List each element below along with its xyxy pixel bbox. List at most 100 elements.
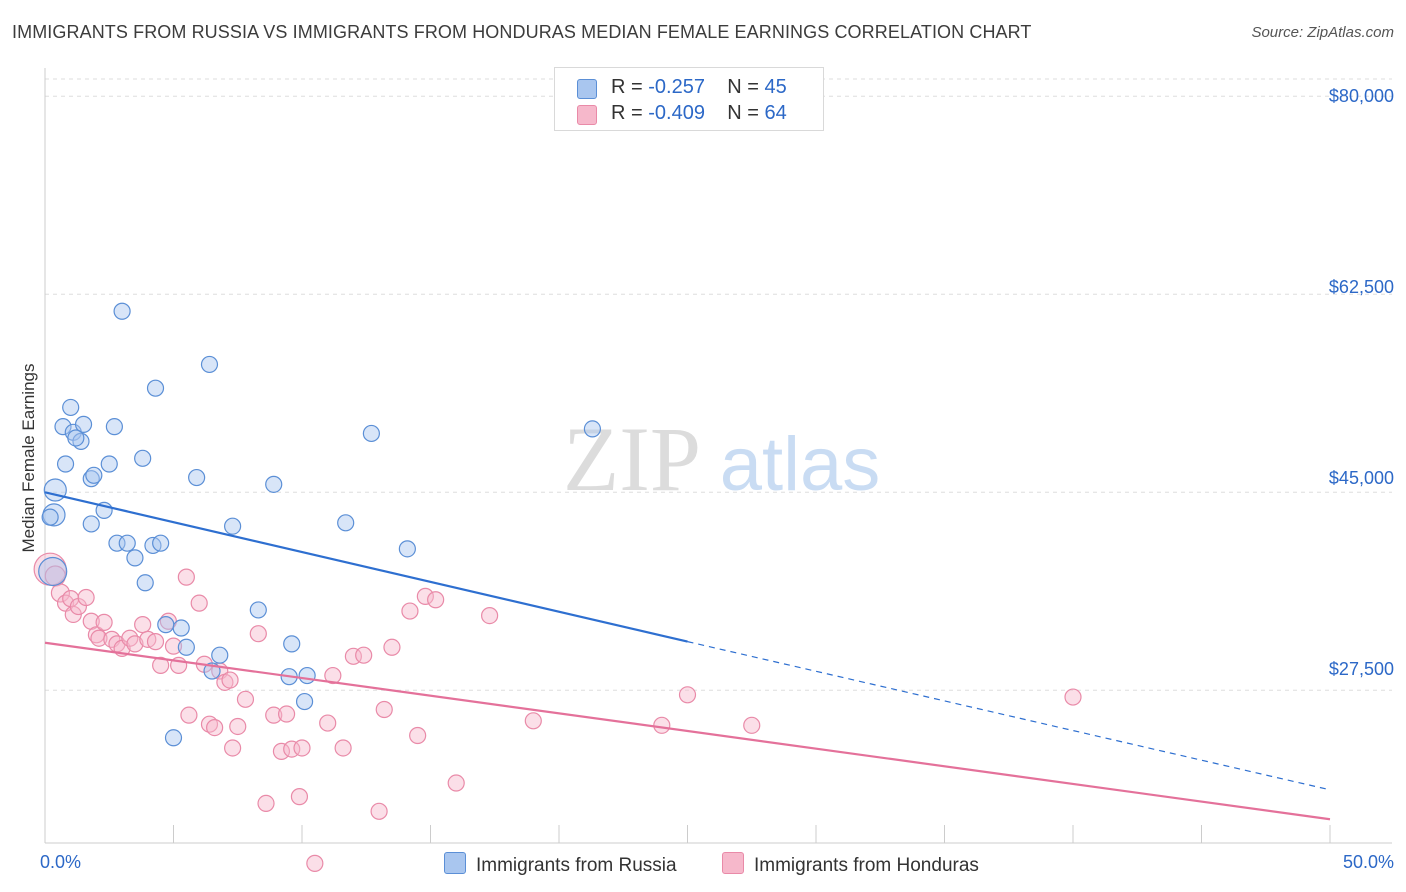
russia-point-1	[43, 478, 67, 502]
russia-point-17	[118, 534, 136, 552]
watermark-atlas: atlas	[720, 422, 881, 507]
honduras-point-51	[375, 700, 393, 719]
russia-point-11	[82, 515, 100, 533]
y-tick-label-27500: $27,500	[1328, 659, 1394, 679]
watermark-zip: ZIP	[563, 408, 701, 510]
honduras-point-40	[277, 705, 296, 723]
russia-point-20	[136, 574, 154, 592]
russia-point-32	[224, 517, 242, 535]
honduras-point-36	[249, 625, 267, 643]
honduras-point-62	[743, 716, 761, 734]
russia-r-value: -0.257	[648, 76, 705, 98]
honduras-point-2	[50, 583, 71, 603]
honduras-point-45	[319, 714, 337, 732]
russia-point-29	[200, 355, 219, 374]
legend-item-russia: Immigrants from Russia	[444, 852, 677, 877]
honduras-point-54	[409, 726, 427, 745]
russia-trend-extension	[687, 641, 1331, 791]
honduras-point-57	[447, 774, 465, 792]
russia-point-7	[74, 415, 93, 433]
russia-point-18	[126, 549, 144, 567]
russia-point-38	[298, 666, 316, 685]
honduras-trend-line	[44, 641, 1331, 821]
russia-point-26	[172, 619, 190, 637]
russia-point-4	[62, 398, 80, 417]
russia-point-25	[164, 729, 183, 747]
honduras-point-61	[678, 686, 697, 704]
russia-point-0	[38, 556, 68, 587]
honduras-point-25	[180, 706, 198, 724]
russia-legend-label: Immigrants from Russia	[476, 855, 677, 876]
honduras-n-label: N =	[727, 102, 759, 124]
watermark: ZIP atlas	[563, 408, 880, 510]
honduras-legend-label: Immigrants from Honduras	[754, 855, 979, 876]
honduras-point-43	[293, 739, 311, 757]
trend-lines	[44, 491, 1331, 821]
russia-point-5	[56, 455, 75, 473]
russia-points	[38, 302, 602, 747]
honduras-point-16	[126, 635, 144, 653]
russia-trend-line	[44, 491, 688, 643]
honduras-point-7	[77, 588, 95, 607]
honduras-point-56	[427, 591, 445, 609]
russia-point-41	[398, 540, 416, 558]
russia-legend-swatch	[444, 852, 466, 874]
honduras-point-29	[206, 718, 224, 737]
russia-point-19	[134, 449, 152, 467]
russia-r-label: R =	[611, 76, 643, 98]
russia-point-37	[295, 692, 314, 711]
russia-n-label: N =	[727, 76, 759, 98]
honduras-points	[33, 552, 1082, 872]
honduras-stats: R = -0.409 N = 64	[611, 102, 787, 125]
russia-point-3	[54, 418, 72, 436]
honduras-point-11	[95, 613, 113, 631]
russia-n-value: 45	[764, 76, 787, 98]
axes	[44, 68, 1392, 844]
honduras-point-60	[653, 716, 671, 734]
honduras-point-34	[229, 717, 247, 736]
russia-swatch	[577, 79, 597, 99]
russia-point-42	[583, 420, 602, 438]
honduras-swatch	[577, 105, 597, 125]
honduras-point-39	[272, 742, 291, 760]
y-tick-label-80000: $80,000	[1328, 86, 1394, 106]
y-tick-label-45000: $45,000	[1328, 468, 1394, 488]
russia-point-10	[85, 466, 103, 484]
russia-point-24	[157, 616, 175, 634]
honduras-point-49	[355, 646, 373, 664]
honduras-point-52	[383, 638, 401, 656]
honduras-point-63	[1064, 688, 1082, 706]
russia-point-40	[362, 424, 380, 443]
gridlines	[45, 78, 1392, 691]
honduras-point-22	[164, 637, 183, 655]
honduras-point-59	[524, 712, 542, 730]
source-label: Source: ZipAtlas.com	[1251, 24, 1394, 41]
honduras-point-32	[221, 671, 239, 689]
russia-point-28	[188, 468, 206, 487]
honduras-point-44	[306, 854, 324, 872]
x-tick-label-min: 0.0%	[40, 852, 82, 872]
honduras-point-58	[481, 606, 499, 625]
x-tick-label-max: 50.0%	[1342, 852, 1394, 872]
honduras-point-38	[265, 706, 283, 724]
russia-point-27	[177, 638, 195, 656]
legend-item-honduras: Immigrants from Honduras	[722, 852, 979, 877]
honduras-point-42	[290, 788, 309, 806]
russia-point-15	[113, 302, 131, 320]
russia-point-34	[265, 475, 283, 493]
honduras-point-50	[370, 802, 388, 820]
russia-point-22	[146, 379, 165, 397]
honduras-legend-swatch	[722, 852, 744, 874]
honduras-point-37	[257, 794, 275, 813]
honduras-r-label: R =	[611, 102, 643, 124]
honduras-point-20	[152, 656, 170, 674]
honduras-point-35	[236, 690, 255, 708]
honduras-point-46	[324, 666, 342, 685]
russia-point-35	[283, 635, 301, 653]
russia-point-23	[152, 534, 170, 552]
honduras-point-26	[190, 594, 208, 612]
chart-title: IMMIGRANTS FROM RUSSIA VS IMMIGRANTS FRO…	[12, 22, 1032, 42]
correlation-legend: R = -0.257 N = 45 R = -0.409 N = 64	[554, 67, 824, 131]
honduras-point-53	[401, 602, 419, 620]
honduras-point-33	[224, 739, 242, 757]
